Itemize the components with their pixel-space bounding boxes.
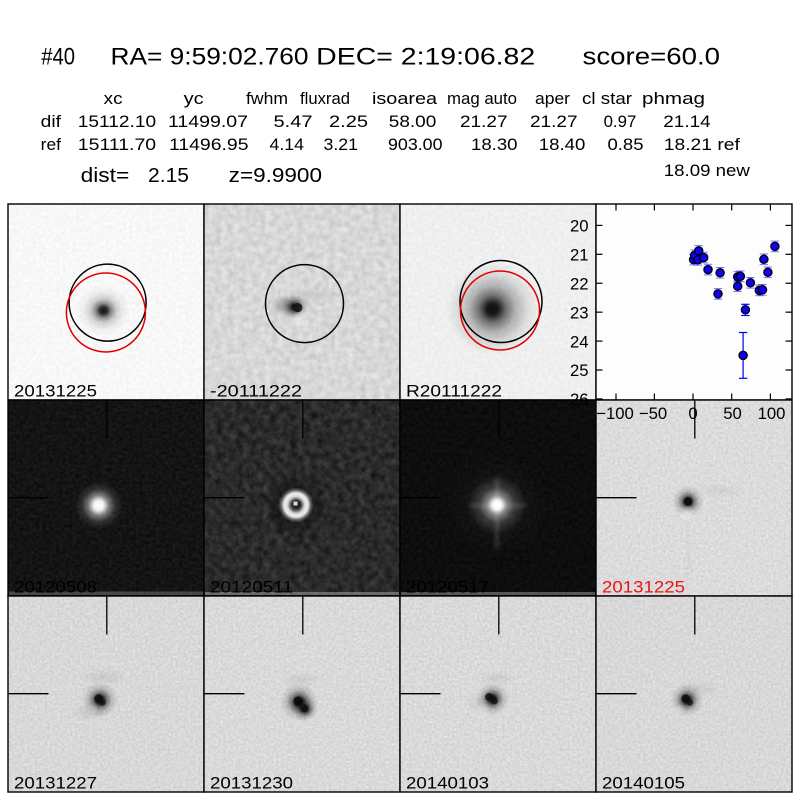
svg-text:23: 23 — [570, 303, 589, 322]
svg-text:0.97: 0.97 — [604, 112, 637, 131]
svg-text:20120517: 20120517 — [406, 578, 489, 597]
svg-text:xc: xc — [104, 89, 123, 108]
svg-text:11499.07: 11499.07 — [168, 112, 248, 131]
svg-text:-20111222: -20111222 — [210, 382, 302, 401]
svg-text:20131225: 20131225 — [602, 578, 685, 597]
svg-text:yc: yc — [184, 89, 204, 108]
svg-text:20140103: 20140103 — [406, 774, 489, 793]
svg-text:50: 50 — [723, 404, 742, 423]
svg-text:fwhm: fwhm — [246, 89, 288, 108]
svg-text:25: 25 — [570, 361, 589, 380]
svg-text:0: 0 — [688, 404, 697, 423]
svg-text:20131230: 20131230 — [210, 774, 293, 793]
svg-text:4.14: 4.14 — [270, 135, 305, 154]
svg-text:score=60.0: score=60.0 — [583, 44, 721, 71]
svg-text:903.00: 903.00 — [388, 135, 443, 154]
svg-text:z=9.9900: z=9.9900 — [229, 165, 322, 187]
svg-text:20: 20 — [570, 217, 589, 236]
svg-text:RA= 9:59:02.760: RA= 9:59:02.760 — [111, 44, 309, 71]
svg-text:58.00: 58.00 — [389, 112, 437, 131]
svg-text:20120508: 20120508 — [14, 578, 97, 597]
svg-text:2.25: 2.25 — [329, 112, 368, 131]
svg-text:21: 21 — [570, 246, 589, 265]
svg-text:dif: dif — [41, 112, 62, 131]
svg-text:11496.95: 11496.95 — [169, 135, 249, 154]
svg-text:mag auto: mag auto — [447, 89, 517, 108]
svg-text:18.21 ref: 18.21 ref — [664, 135, 740, 154]
svg-text:26: 26 — [570, 390, 589, 409]
svg-text:20140105: 20140105 — [602, 774, 685, 793]
svg-text:100: 100 — [758, 404, 786, 423]
svg-text:3.21: 3.21 — [324, 135, 359, 154]
svg-text:15111.70: 15111.70 — [78, 135, 156, 154]
svg-text:isoarea: isoarea — [372, 89, 438, 108]
svg-text:24: 24 — [570, 332, 589, 351]
svg-text:cl star: cl star — [582, 89, 632, 108]
svg-text:DEC= 2:19:06.82: DEC= 2:19:06.82 — [316, 44, 535, 71]
svg-text:5.47: 5.47 — [274, 112, 313, 131]
svg-text:aper: aper — [535, 89, 570, 108]
svg-text:fluxrad: fluxrad — [300, 89, 350, 108]
svg-text:21.14: 21.14 — [663, 112, 710, 131]
svg-text:20120511: 20120511 — [210, 578, 293, 597]
svg-text:20131225: 20131225 — [14, 382, 97, 401]
svg-text:−50: −50 — [639, 404, 667, 423]
svg-text:ref: ref — [41, 135, 62, 154]
svg-text:22: 22 — [570, 274, 589, 293]
svg-text:18.09 new: 18.09 new — [664, 161, 751, 180]
svg-text:#40: #40 — [41, 44, 75, 71]
svg-text:dist=: dist= — [81, 165, 130, 187]
svg-text:18.40: 18.40 — [539, 135, 586, 154]
svg-text:20131227: 20131227 — [14, 774, 97, 793]
svg-text:15112.10: 15112.10 — [78, 112, 156, 131]
svg-text:21.27: 21.27 — [460, 112, 508, 131]
svg-text:0.85: 0.85 — [608, 135, 644, 154]
svg-text:phmag: phmag — [642, 89, 705, 108]
svg-text:−100: −100 — [596, 404, 634, 423]
svg-text:2.15: 2.15 — [148, 165, 189, 187]
svg-text:R20111222: R20111222 — [406, 382, 502, 401]
svg-text:18.30: 18.30 — [471, 135, 518, 154]
svg-text:21.27: 21.27 — [530, 112, 578, 131]
